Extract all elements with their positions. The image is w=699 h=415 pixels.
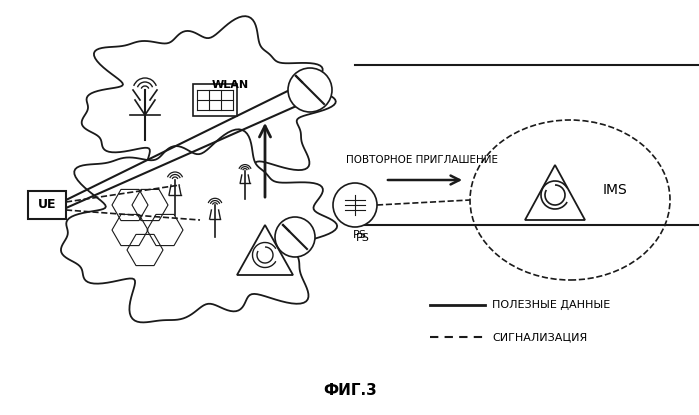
Text: СИГНАЛИЗАЦИЯ: СИГНАЛИЗАЦИЯ — [492, 332, 587, 342]
Text: ПОВТОРНОЕ ПРИГЛАШЕНИЕ: ПОВТОРНОЕ ПРИГЛАШЕНИЕ — [347, 155, 498, 165]
FancyBboxPatch shape — [28, 191, 66, 219]
Text: PS: PS — [353, 230, 367, 240]
FancyBboxPatch shape — [193, 84, 237, 116]
Circle shape — [288, 68, 332, 112]
Text: ФИГ.3: ФИГ.3 — [323, 383, 377, 398]
Text: PS: PS — [356, 233, 370, 243]
Text: WLAN: WLAN — [211, 80, 249, 90]
Text: IMS: IMS — [603, 183, 628, 197]
Ellipse shape — [470, 120, 670, 280]
Circle shape — [333, 183, 377, 227]
Polygon shape — [61, 129, 337, 322]
Circle shape — [275, 217, 315, 257]
Text: UE: UE — [38, 198, 56, 212]
Text: ПОЛЕЗНЫЕ ДАННЫЕ: ПОЛЕЗНЫЕ ДАННЫЕ — [492, 300, 610, 310]
Polygon shape — [82, 16, 336, 186]
